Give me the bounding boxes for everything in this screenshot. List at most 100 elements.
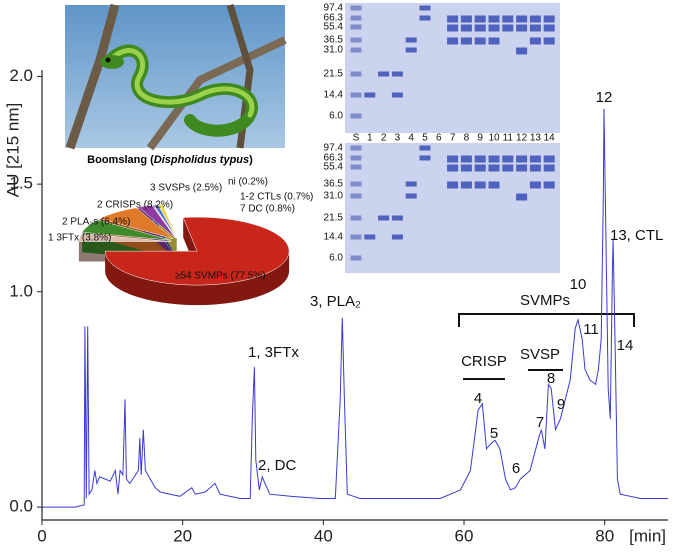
peak-label: 11 xyxy=(583,321,599,338)
peak-label: SVMPs xyxy=(520,292,570,309)
gel-band xyxy=(516,193,528,201)
gel-band xyxy=(350,145,362,151)
gel-band xyxy=(543,37,555,45)
gel-band xyxy=(405,47,417,53)
mw-marker: 14.4 xyxy=(324,90,344,101)
gel-band xyxy=(391,92,403,98)
gel-band xyxy=(474,155,486,163)
lane-label: 1 xyxy=(367,133,373,144)
lane-label: S xyxy=(353,133,360,144)
gel-band xyxy=(460,181,472,189)
peak-label: 7 xyxy=(536,414,544,431)
gel-band xyxy=(350,47,362,53)
gel-band xyxy=(350,15,362,21)
gel-band xyxy=(350,5,362,11)
gel-band xyxy=(419,15,431,21)
gel-band xyxy=(488,15,500,23)
gel-band xyxy=(419,145,431,151)
mw-marker: 6.0 xyxy=(329,111,343,122)
pie-slice xyxy=(157,204,177,239)
y-tick-label: 1.0 xyxy=(9,281,33,300)
mw-marker: 97.4 xyxy=(324,143,344,154)
gel-band xyxy=(447,24,459,32)
peak-label: SVSP xyxy=(520,346,560,363)
lane-label: 3 xyxy=(395,133,401,144)
peak-label: 6 xyxy=(512,460,520,477)
gel-band xyxy=(460,15,472,23)
gel-band xyxy=(543,24,555,32)
gel-band xyxy=(350,215,362,221)
peak-label: 4 xyxy=(474,390,482,407)
lane-label: 8 xyxy=(464,133,470,144)
gel-band xyxy=(460,164,472,172)
peak-label: 14 xyxy=(617,337,634,354)
gel-band xyxy=(378,215,390,221)
x-tick-label: 0 xyxy=(37,526,46,545)
pie-slice xyxy=(99,207,174,240)
gel-band xyxy=(543,164,555,172)
peak-label: 8 xyxy=(547,370,555,387)
gel-band xyxy=(364,92,376,98)
gel-band xyxy=(350,113,362,119)
x-tick-label: 20 xyxy=(173,526,192,545)
gel-band xyxy=(447,15,459,23)
pie-label: 3 SVSPs (2.5%) xyxy=(150,183,222,194)
gel-band xyxy=(529,37,541,45)
lane-label: 10 xyxy=(488,133,500,144)
gel-band xyxy=(502,164,514,172)
peak-label: 3, PLA₂ xyxy=(310,293,361,310)
mw-marker: 6.0 xyxy=(329,253,343,264)
gel-band xyxy=(419,155,431,161)
x-tick-label: 40 xyxy=(314,526,333,545)
gel-band xyxy=(543,155,555,163)
gel-band xyxy=(350,71,362,77)
gel-band xyxy=(529,155,541,163)
y-tick-label: 1.5 xyxy=(9,174,33,193)
mw-marker: 31.0 xyxy=(324,45,344,56)
lane-label: 11 xyxy=(503,133,514,144)
gel-band xyxy=(474,24,486,32)
x-tick-label: 60 xyxy=(455,526,474,545)
lane-label: 4 xyxy=(408,133,414,144)
y-axis-label: AU [215 nm] xyxy=(3,103,22,198)
lane-label: 13 xyxy=(530,133,542,144)
gel-band xyxy=(350,181,362,187)
gel-band xyxy=(405,181,417,187)
pie-label: ≥54 SVMPs (77.5%) xyxy=(175,271,266,282)
chromatogram-trace xyxy=(42,108,668,508)
pie-slice xyxy=(78,233,171,242)
mw-marker: 36.5 xyxy=(324,35,344,46)
gel-band xyxy=(516,164,528,172)
gel-band xyxy=(488,37,500,45)
pie-slice xyxy=(81,219,172,241)
lane-label: 5 xyxy=(422,133,428,144)
mw-marker: 31.0 xyxy=(324,191,344,202)
lane-label: 2 xyxy=(381,133,387,144)
gel-band xyxy=(516,155,528,163)
gel-band xyxy=(502,24,514,32)
gel-band xyxy=(419,5,431,11)
gel-band xyxy=(350,37,362,43)
gel-band xyxy=(543,181,555,189)
gel-band xyxy=(447,155,459,163)
gel-band xyxy=(529,181,541,189)
caption-latin: Dispholidus typus xyxy=(154,154,249,166)
gel-band xyxy=(405,37,417,43)
gel-band xyxy=(350,193,362,199)
peak-label: 10 xyxy=(570,276,587,293)
gel-band xyxy=(502,15,514,23)
photo-caption: Boomslang (Dispholidus typus) xyxy=(87,154,253,166)
pie-label: 1 3FTx (3.8%) xyxy=(48,233,111,244)
lane-label: 6 xyxy=(436,133,442,144)
gel-band xyxy=(488,24,500,32)
gel-band xyxy=(350,92,362,98)
peak-label: 1, 3FTx xyxy=(248,344,299,361)
pie-label: ni (0.2%) xyxy=(228,177,268,188)
gel-band xyxy=(350,24,362,30)
mw-marker: 66.3 xyxy=(324,153,344,164)
pie-slice xyxy=(137,205,176,239)
gel-band xyxy=(474,15,486,23)
lane-label: 14 xyxy=(544,133,556,144)
pie-slice-side xyxy=(105,251,290,306)
